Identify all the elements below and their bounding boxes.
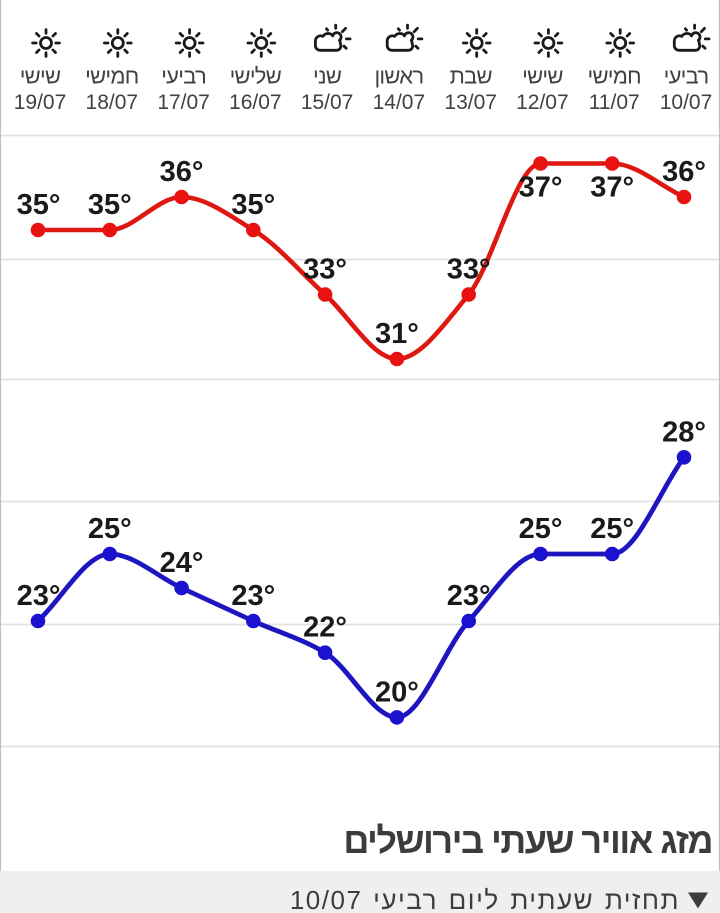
svg-text:33°: 33° [303,254,347,286]
svg-text:רביעי: רביעי [664,64,709,89]
svg-text:16/07: 16/07 [229,91,282,114]
svg-text:13/07: 13/07 [444,91,497,114]
svg-text:17/07: 17/07 [157,91,210,114]
svg-text:22°: 22° [303,612,347,644]
svg-text:18/07: 18/07 [86,91,139,114]
svg-text:חמישי: חמישי [85,64,138,89]
svg-text:25°: 25° [519,513,563,545]
svg-text:שישי: שישי [20,64,61,89]
svg-text:שני: שני [313,64,342,89]
svg-text:שישי: שישי [522,64,563,89]
svg-text:שלישי: שלישי [230,64,282,89]
svg-text:15/07: 15/07 [301,91,354,114]
svg-text:28°: 28° [662,416,706,448]
svg-text:23°: 23° [231,580,275,612]
svg-text:11/07: 11/07 [589,91,640,114]
svg-text:10/07: 10/07 [660,91,713,114]
svg-text:חמישי: חמישי [588,64,641,89]
svg-text:25°: 25° [88,513,132,545]
svg-text:37°: 37° [590,171,634,203]
svg-text:23°: 23° [447,580,491,612]
svg-text:24°: 24° [160,547,204,579]
svg-text:ראשון: ראשון [374,64,423,89]
svg-text:36°: 36° [662,156,706,188]
svg-text:רביעי: רביעי [161,64,206,89]
svg-text:35°: 35° [88,189,132,221]
svg-text:31°: 31° [375,318,419,350]
svg-text:33°: 33° [447,254,491,286]
svg-text:19/07: 19/07 [14,91,67,114]
svg-text:23°: 23° [17,580,61,612]
svg-text:35°: 35° [231,189,275,221]
svg-text:25°: 25° [590,513,634,545]
svg-text:36°: 36° [160,156,204,188]
svg-text:37°: 37° [519,171,563,203]
svg-text:14/07: 14/07 [373,91,426,114]
svg-text:12/07: 12/07 [516,91,569,114]
svg-text:שבת: שבת [450,64,493,89]
svg-text:35°: 35° [17,189,61,221]
svg-text:20°: 20° [375,676,419,708]
